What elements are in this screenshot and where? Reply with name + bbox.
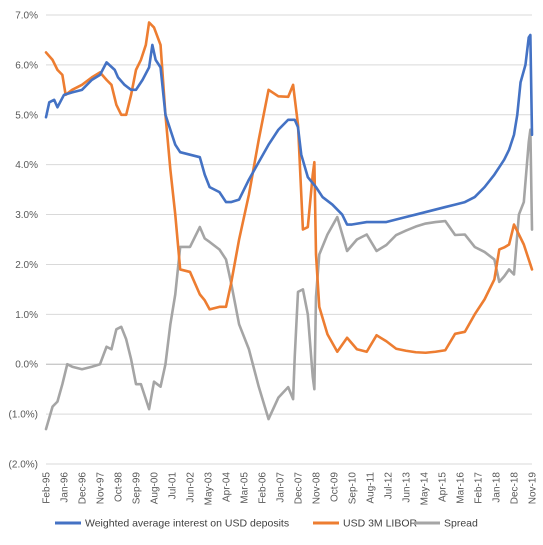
legend-label-usd-3m-libor: USD 3M LIBOR [343, 518, 418, 530]
x-tick-label: Mar-05 [240, 472, 251, 504]
x-tick-label: Jul-12 [384, 472, 395, 500]
x-tick-label: Mar-16 [456, 472, 467, 504]
x-tick-label: Feb-95 [42, 472, 53, 504]
x-axis: Feb-95 Jan-96 Dec-96 Nov-97 Oct-98 Sep-99 Aug-… [42, 363, 539, 506]
x-tick-label: Jul-01 [168, 472, 179, 500]
x-tick-label: May-14 [420, 472, 431, 506]
x-tick-label: Apr-15 [438, 472, 449, 502]
x-tick-label: Feb-17 [474, 472, 485, 504]
x-tick-label: Jan-96 [60, 472, 71, 503]
x-tick-label: Sep-10 [348, 472, 359, 505]
series-line-usd-3m-libor [44, 21, 534, 355]
y-tick-label: (2.0%) [9, 460, 38, 471]
y-tick-label: 2.0% [15, 260, 38, 271]
x-tick-label: Sep-99 [132, 472, 143, 505]
x-tick-label: Oct-09 [330, 472, 341, 502]
y-tick-label: (1.0%) [9, 410, 38, 421]
x-tick-label: Oct-98 [114, 472, 125, 502]
y-tick-label: 4.0% [15, 160, 38, 171]
x-tick-label: Aug-00 [150, 472, 161, 505]
x-tick-label: Apr-04 [222, 472, 233, 502]
y-tick-label: 0.0% [15, 360, 38, 371]
y-tick-label: 6.0% [15, 60, 38, 71]
x-tick-label: Dec-96 [78, 472, 89, 505]
y-tick-label: 1.0% [15, 310, 38, 321]
y-tick-label: 5.0% [15, 110, 38, 121]
x-tick-label: Jan-07 [276, 472, 287, 503]
x-tick-label: Nov-19 [528, 472, 539, 505]
x-tick-label: Nov-97 [96, 472, 107, 505]
x-tick-label: Jun-13 [402, 472, 413, 503]
series-line-weighted-average-interest-on-usd-deposits [44, 33, 534, 226]
legend-label-weighted-average-interest-on-usd-deposits: Weighted average interest on USD deposit… [85, 518, 289, 530]
x-tick-label: Nov-08 [312, 472, 323, 505]
x-tick-label: Jun-02 [186, 472, 197, 503]
legend-label-spread: Spread [444, 518, 478, 530]
y-tick-label: 7.0% [15, 11, 38, 22]
y-tick-label: 3.0% [15, 210, 38, 221]
gridlines [46, 14, 532, 465]
x-tick-label: Aug-11 [366, 472, 377, 504]
x-tick-label: Dec-18 [510, 472, 521, 505]
x-tick-label: Dec-07 [294, 472, 305, 505]
legend: Weighted average interest on USD deposit… [55, 518, 478, 530]
y-axis: (2.0%) (1.0%) 0.0% 1.0% 2.0% 3.0% 4.0% 5.0% 6.0%… [9, 11, 39, 471]
series-lines [44, 21, 534, 431]
x-tick-label: Feb-06 [258, 472, 269, 504]
x-tick-label: May-03 [204, 472, 215, 506]
series-line-spread [44, 128, 534, 431]
x-tick-label: Jan-18 [492, 472, 503, 503]
